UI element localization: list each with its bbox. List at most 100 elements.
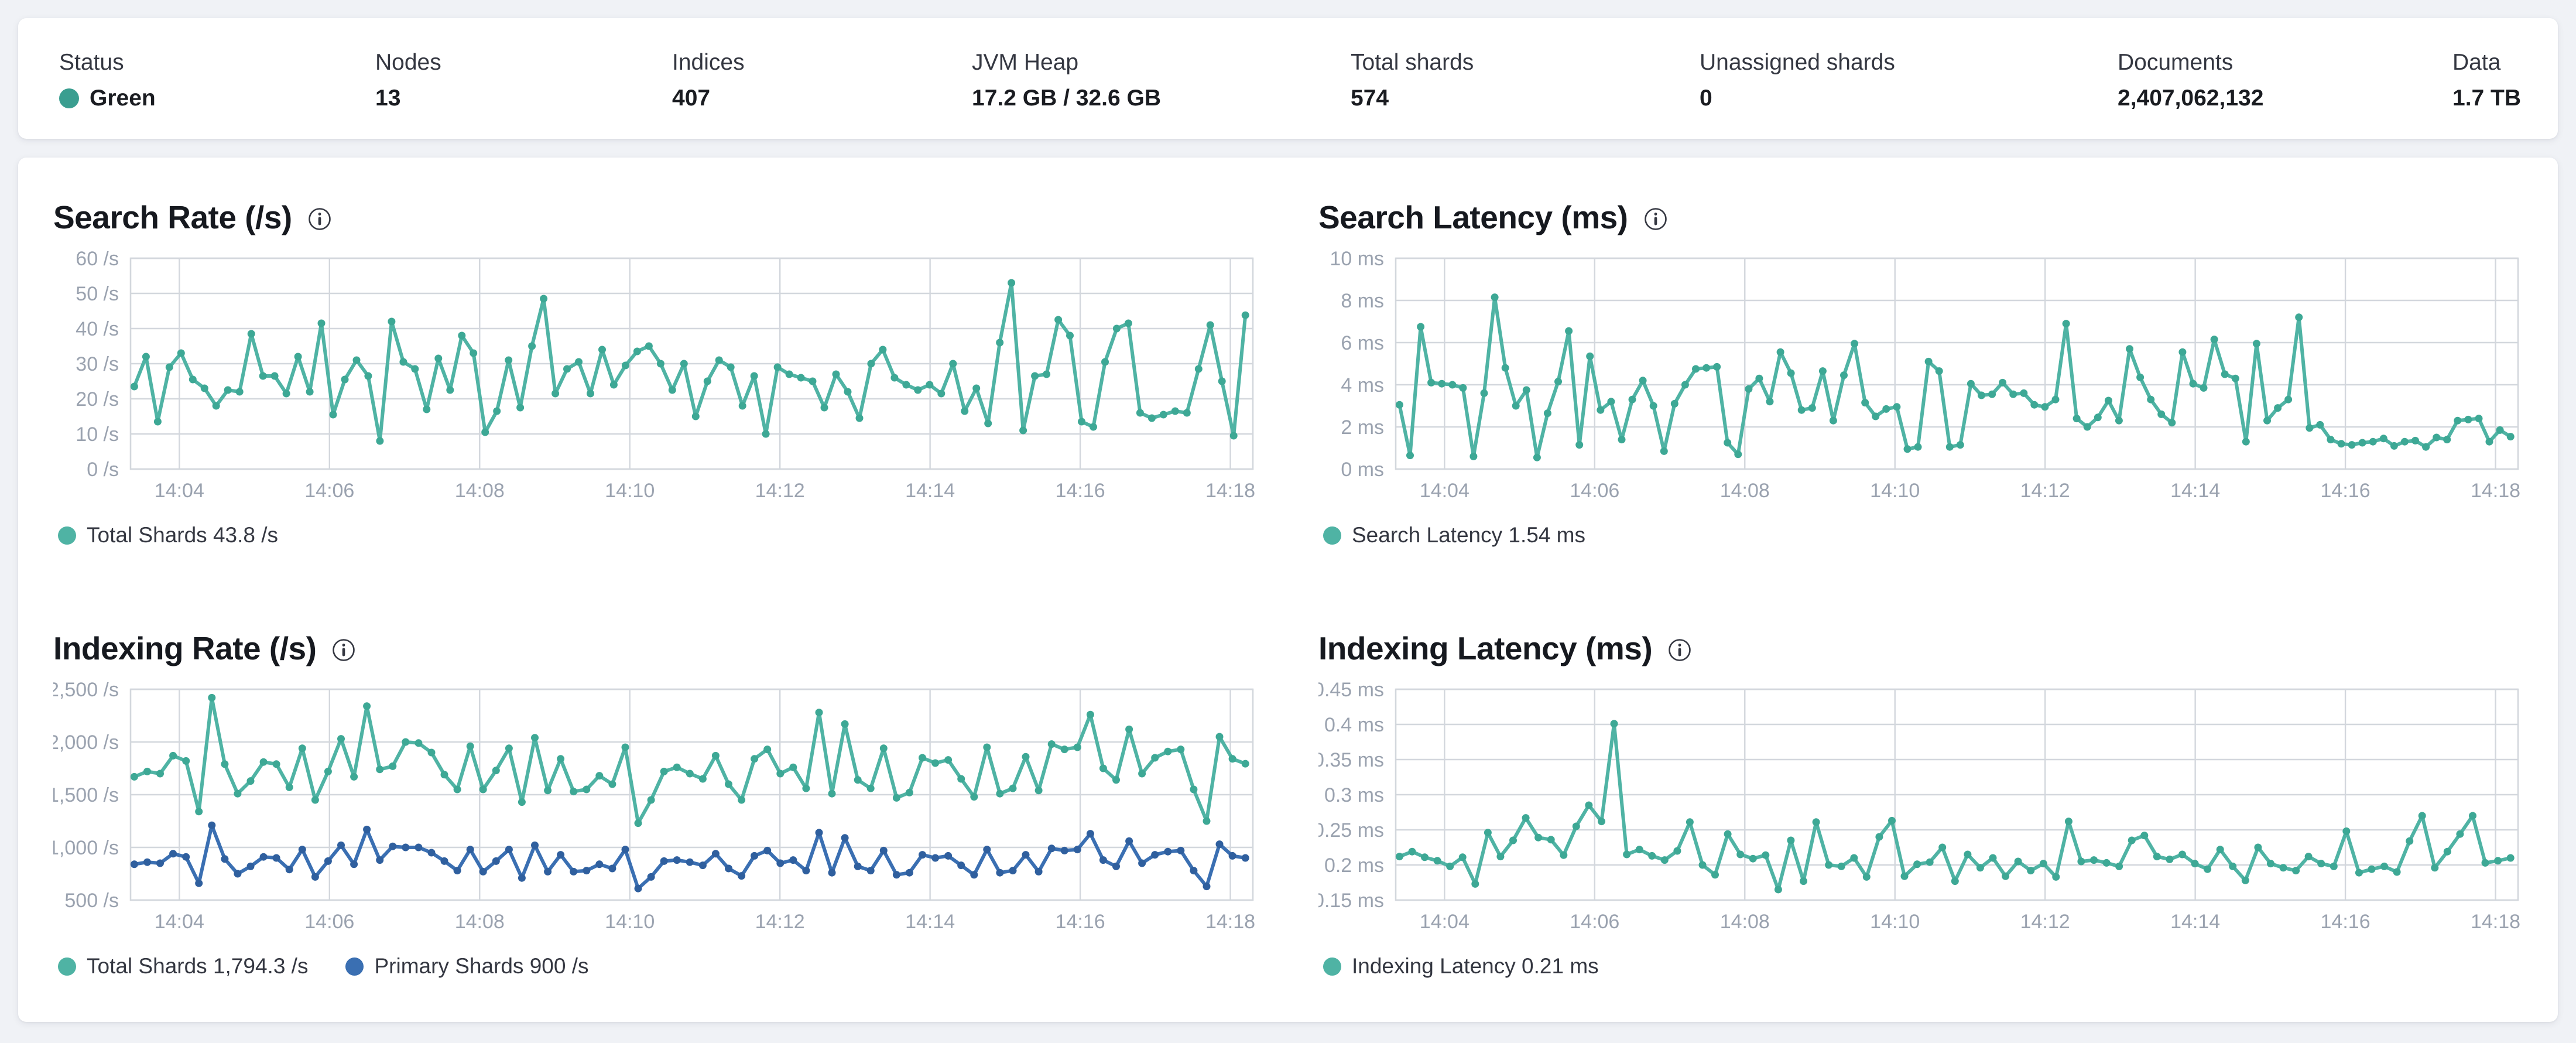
svg-text:0.2 ms: 0.2 ms	[1324, 854, 1384, 877]
svg-text:500 /s: 500 /s	[64, 890, 119, 912]
svg-text:4 ms: 4 ms	[1341, 374, 1384, 396]
stat-unassigned-shards: Unassigned shards 0	[1700, 49, 1895, 111]
chart-title: Indexing Rate (/s)	[53, 630, 317, 666]
svg-text:2,000 /s: 2,000 /s	[53, 731, 119, 754]
svg-text:14:08: 14:08	[1720, 480, 1770, 502]
svg-text:14:06: 14:06	[1570, 911, 1619, 933]
indexing-rate-legend: Total Shards 1,794.3 /s Primary Shards 90…	[58, 954, 1258, 979]
svg-text:0 ms: 0 ms	[1341, 459, 1384, 481]
svg-text:14:10: 14:10	[605, 911, 655, 933]
chart-search-rate: Search Rate (/s) 0 /s 10 /s 20 /s 30 /s 40 /…	[53, 199, 1258, 548]
svg-text:0.45 ms: 0.45 ms	[1318, 682, 1384, 701]
svg-text:50 /s: 50 /s	[76, 283, 119, 305]
svg-text:2,500 /s: 2,500 /s	[53, 682, 119, 701]
legend-label: Search Latency 1.54 ms	[1352, 523, 1585, 547]
svg-text:14:04: 14:04	[1420, 911, 1469, 933]
svg-text:2 ms: 2 ms	[1341, 416, 1384, 439]
chart-indexing-rate: Indexing Rate (/s) 500 /s 1,000 /s 1,500 /…	[53, 630, 1258, 979]
stat-label: Nodes	[375, 50, 441, 75]
chart-title-row: Indexing Rate (/s)	[53, 630, 1258, 667]
svg-text:20 /s: 20 /s	[76, 388, 119, 411]
chart-title-row: Search Rate (/s)	[53, 199, 1258, 236]
svg-text:14:04: 14:04	[155, 911, 204, 933]
svg-text:0.3 ms: 0.3 ms	[1324, 784, 1384, 806]
indexing-latency-legend: Indexing Latency 0.21 ms	[1323, 954, 2523, 979]
stat-value: 13	[375, 85, 401, 111]
svg-text:14:12: 14:12	[2020, 911, 2070, 933]
stat-value: 407	[672, 85, 711, 111]
stat-label: Data	[2452, 50, 2501, 75]
svg-text:0.15 ms: 0.15 ms	[1318, 890, 1384, 912]
legend-label: Primary Shards 900 /s	[374, 954, 589, 978]
chart-title: Search Rate (/s)	[53, 199, 292, 235]
stat-label: Documents	[2118, 50, 2234, 75]
stat-status: Status Green	[59, 49, 156, 111]
indexing-latency-plot[interactable]: 0.15 ms 0.2 ms 0.25 ms 0.3 ms 0.35 ms 0.4 ms 0…	[1318, 682, 2523, 945]
search-latency-plot[interactable]: 0 ms 2 ms 4 ms 6 ms 8 ms 10 ms 14:04 14:06 14:08…	[1318, 251, 2523, 514]
svg-text:14:10: 14:10	[1870, 911, 1920, 933]
chart-title-row: Indexing Latency (ms)	[1318, 630, 2523, 667]
svg-text:14:14: 14:14	[905, 911, 955, 933]
stat-label: Unassigned shards	[1700, 50, 1895, 75]
svg-text:14:14: 14:14	[905, 480, 955, 502]
svg-text:14:12: 14:12	[755, 911, 805, 933]
stat-jvm-heap: JVM Heap 17.2 GB / 32.6 GB	[972, 49, 1161, 111]
svg-text:14:16: 14:16	[2321, 911, 2371, 933]
svg-text:0 /s: 0 /s	[87, 459, 119, 481]
svg-text:14:14: 14:14	[2170, 911, 2220, 933]
svg-text:8 ms: 8 ms	[1341, 290, 1384, 312]
chart-title: Search Latency (ms)	[1318, 199, 1628, 235]
svg-text:1,000 /s: 1,000 /s	[53, 837, 119, 859]
legend-item[interactable]: Total Shards 43.8 /s	[58, 523, 278, 548]
stat-value: 0	[1700, 85, 1712, 111]
svg-text:10 ms: 10 ms	[1330, 251, 1384, 270]
stat-value: 574	[1351, 85, 1389, 111]
svg-text:60 /s: 60 /s	[76, 251, 119, 270]
svg-text:14:16: 14:16	[2321, 480, 2371, 502]
legend-series-dot-icon	[58, 957, 76, 976]
info-icon[interactable]	[1643, 207, 1668, 231]
search-rate-plot[interactable]: 0 /s 10 /s 20 /s 30 /s 40 /s 50 /s 60 /s 14:04 1…	[53, 251, 1258, 514]
svg-text:0.25 ms: 0.25 ms	[1318, 819, 1384, 842]
legend-label: Indexing Latency 0.21 ms	[1352, 954, 1599, 978]
info-icon[interactable]	[331, 638, 356, 662]
info-icon[interactable]	[1667, 638, 1692, 662]
svg-text:14:06: 14:06	[304, 911, 354, 933]
legend-item[interactable]: Total Shards 1,794.3 /s	[58, 954, 308, 979]
legend-item[interactable]: Indexing Latency 0.21 ms	[1323, 954, 1599, 979]
charts-grid: Search Rate (/s) 0 /s 10 /s 20 /s 30 /s 40 /…	[18, 158, 2558, 979]
legend-label: Total Shards 43.8 /s	[87, 523, 279, 547]
svg-text:14:06: 14:06	[304, 480, 354, 502]
legend-label: Total Shards 1,794.3 /s	[87, 954, 309, 978]
svg-text:6 ms: 6 ms	[1341, 332, 1384, 354]
svg-text:14:12: 14:12	[2020, 480, 2070, 502]
svg-text:0.4 ms: 0.4 ms	[1324, 714, 1384, 736]
svg-text:30 /s: 30 /s	[76, 353, 119, 375]
svg-text:14:06: 14:06	[1570, 480, 1619, 502]
stat-label: Total shards	[1351, 50, 1474, 75]
stat-label: Status	[59, 50, 124, 75]
info-icon[interactable]	[307, 207, 332, 231]
svg-text:40 /s: 40 /s	[76, 318, 119, 340]
chart-search-latency: Search Latency (ms) 0 ms 2 ms 4 ms 6 ms 8 ms…	[1318, 199, 2523, 548]
legend-item[interactable]: Search Latency 1.54 ms	[1323, 523, 1585, 548]
health-green-dot-icon	[59, 88, 79, 108]
legend-series-dot-icon	[1323, 526, 1341, 545]
indexing-rate-plot[interactable]: 500 /s 1,000 /s 1,500 /s 2,000 /s 2,500 /s 14…	[53, 682, 1258, 945]
stat-nodes: Nodes 13	[375, 49, 441, 111]
svg-text:14:14: 14:14	[2170, 480, 2220, 502]
svg-text:14:04: 14:04	[155, 480, 204, 502]
stat-label: JVM Heap	[972, 50, 1079, 75]
stat-label: Indices	[672, 50, 745, 75]
svg-text:14:16: 14:16	[1056, 480, 1105, 502]
stat-value: 2,407,062,132	[2118, 85, 2264, 111]
legend-series-dot-icon	[345, 957, 364, 976]
svg-text:14:08: 14:08	[455, 911, 505, 933]
svg-text:0.35 ms: 0.35 ms	[1318, 749, 1384, 771]
svg-text:14:10: 14:10	[1870, 480, 1920, 502]
svg-text:1,500 /s: 1,500 /s	[53, 784, 119, 806]
stat-value: 17.2 GB / 32.6 GB	[972, 85, 1161, 111]
search-latency-legend: Search Latency 1.54 ms	[1323, 523, 2523, 548]
legend-item[interactable]: Primary Shards 900 /s	[345, 954, 589, 979]
